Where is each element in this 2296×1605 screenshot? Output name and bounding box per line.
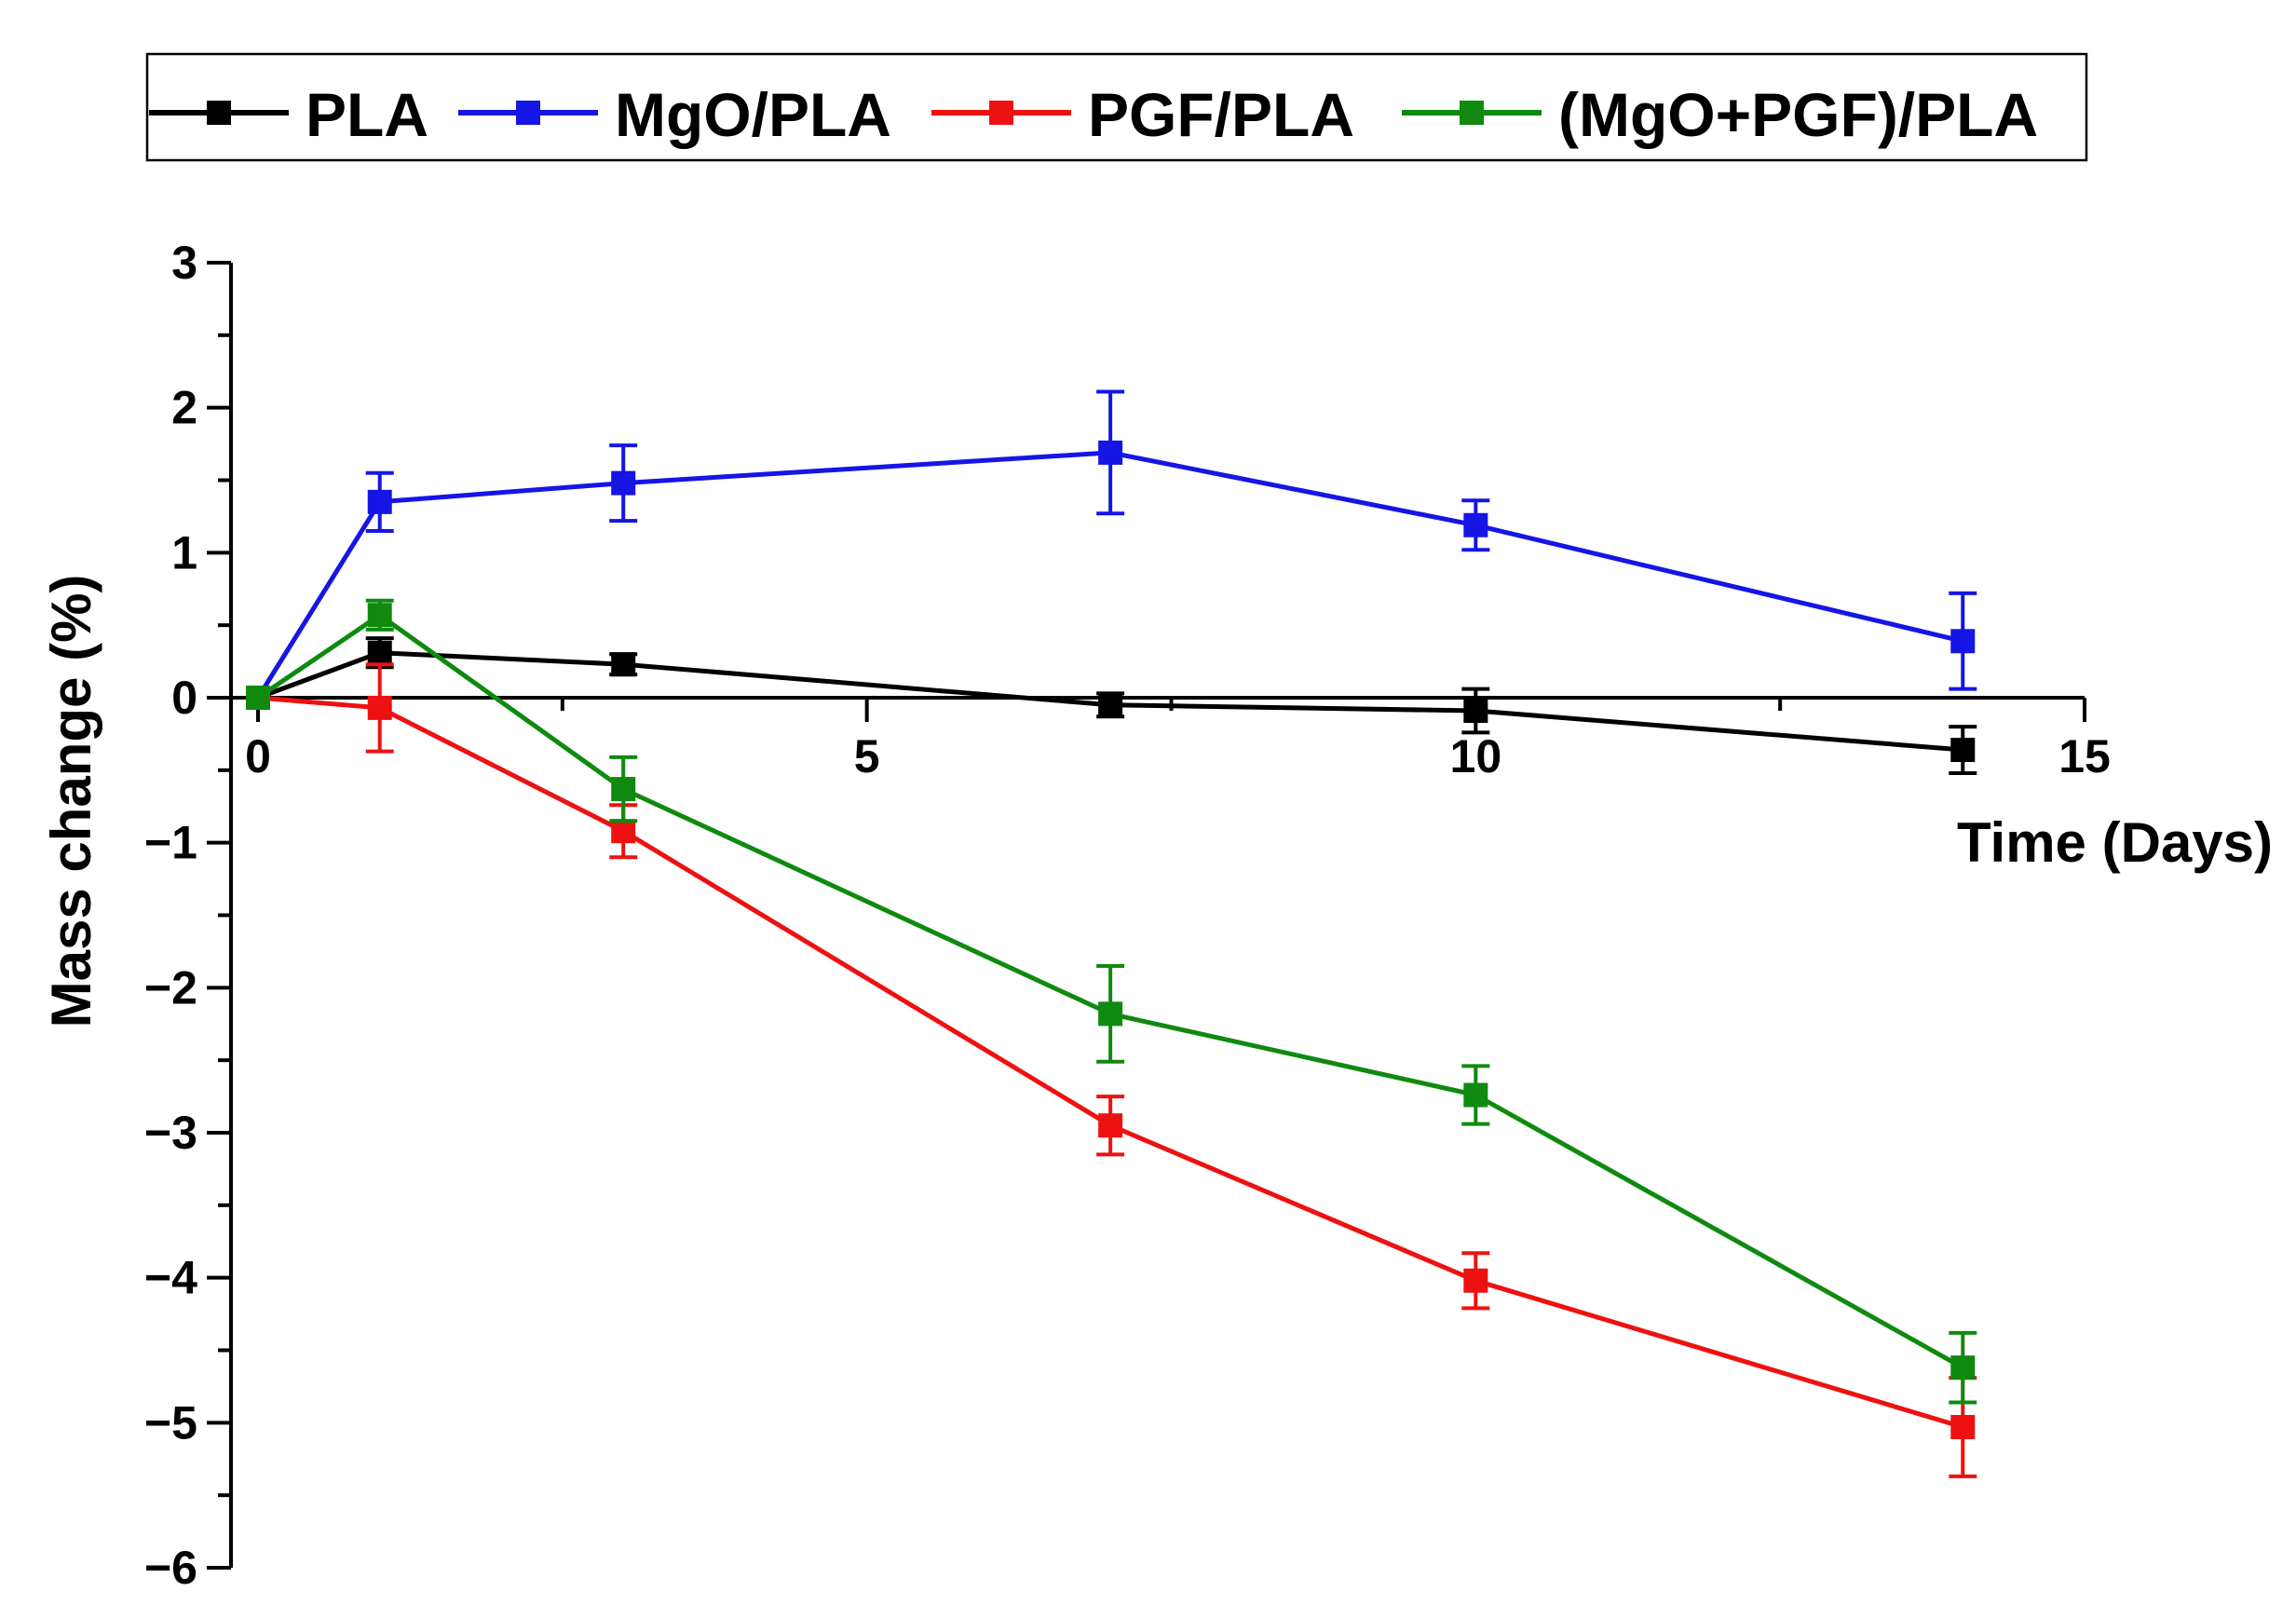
legend-item: PLA xyxy=(149,80,428,149)
legend-item: MgO/PLA xyxy=(458,80,891,149)
data-point xyxy=(367,603,392,628)
series-0 xyxy=(246,636,1977,775)
x-tick-label: 5 xyxy=(854,730,880,782)
y-tick-label: −4 xyxy=(144,1252,197,1304)
legend-box xyxy=(145,52,2088,162)
legend-marker xyxy=(207,101,231,125)
y-tick-label: 2 xyxy=(171,382,197,434)
data-point xyxy=(611,652,636,677)
data-point xyxy=(367,489,392,514)
data-point xyxy=(1950,629,1976,654)
legend-marker xyxy=(1460,101,1484,125)
y-tick-label: 0 xyxy=(171,672,197,724)
legend-label: MgO/PLA xyxy=(615,80,891,149)
y-tick-label: 3 xyxy=(171,237,197,289)
data-point xyxy=(1463,1268,1488,1293)
x-tick-label: 10 xyxy=(1450,730,1502,782)
y-tick-label: 1 xyxy=(171,526,197,578)
data-point xyxy=(1098,1001,1123,1027)
series-line xyxy=(257,650,1963,753)
data-point xyxy=(1463,512,1488,537)
series-line xyxy=(255,450,1963,700)
data-point xyxy=(1463,699,1488,724)
series-line xyxy=(256,612,1964,1370)
data-point xyxy=(1463,1082,1488,1108)
data-point xyxy=(246,686,270,710)
data-point xyxy=(367,695,392,720)
legend-label: (MgO+PGF)/PLA xyxy=(1558,80,2038,149)
data-point xyxy=(1950,1415,1976,1440)
data-point xyxy=(611,777,636,802)
data-point xyxy=(1950,1355,1976,1381)
legend-marker xyxy=(989,101,1013,125)
y-tick-label: −2 xyxy=(144,961,197,1013)
legend-label: PGF/PLA xyxy=(1088,80,1354,149)
y-tick-label: −5 xyxy=(144,1396,197,1449)
legend-marker xyxy=(516,101,540,125)
data-point xyxy=(1098,1113,1123,1138)
y-tick-label: −6 xyxy=(144,1542,197,1594)
x-axis-label: Time (Days) xyxy=(1957,811,2273,874)
series-1 xyxy=(246,389,1977,710)
series-2 xyxy=(246,662,1977,1478)
plot-series xyxy=(246,389,1977,1478)
data-point xyxy=(367,640,392,665)
data-point xyxy=(1098,440,1123,465)
y-tick-label: −3 xyxy=(144,1107,197,1159)
legend: PLA MgO/PLA PGF/PLA (MgO+PGF)/PLA xyxy=(145,52,2088,162)
series-line xyxy=(257,695,1964,1430)
data-point xyxy=(1098,692,1123,717)
x-tick-label: 0 xyxy=(245,730,271,782)
legend-item: PGF/PLA xyxy=(931,80,1354,149)
data-point xyxy=(611,819,636,844)
data-point xyxy=(1950,738,1976,763)
series-3 xyxy=(246,598,1977,1405)
legend-label: PLA xyxy=(306,80,428,149)
data-point xyxy=(611,470,636,496)
x-tick-label: 15 xyxy=(2058,730,2111,782)
legend-item: (MgO+PGF)/PLA xyxy=(1402,80,2038,149)
y-axis-label: Mass change (%) xyxy=(40,575,102,1028)
y-tick-label: −1 xyxy=(144,817,197,869)
